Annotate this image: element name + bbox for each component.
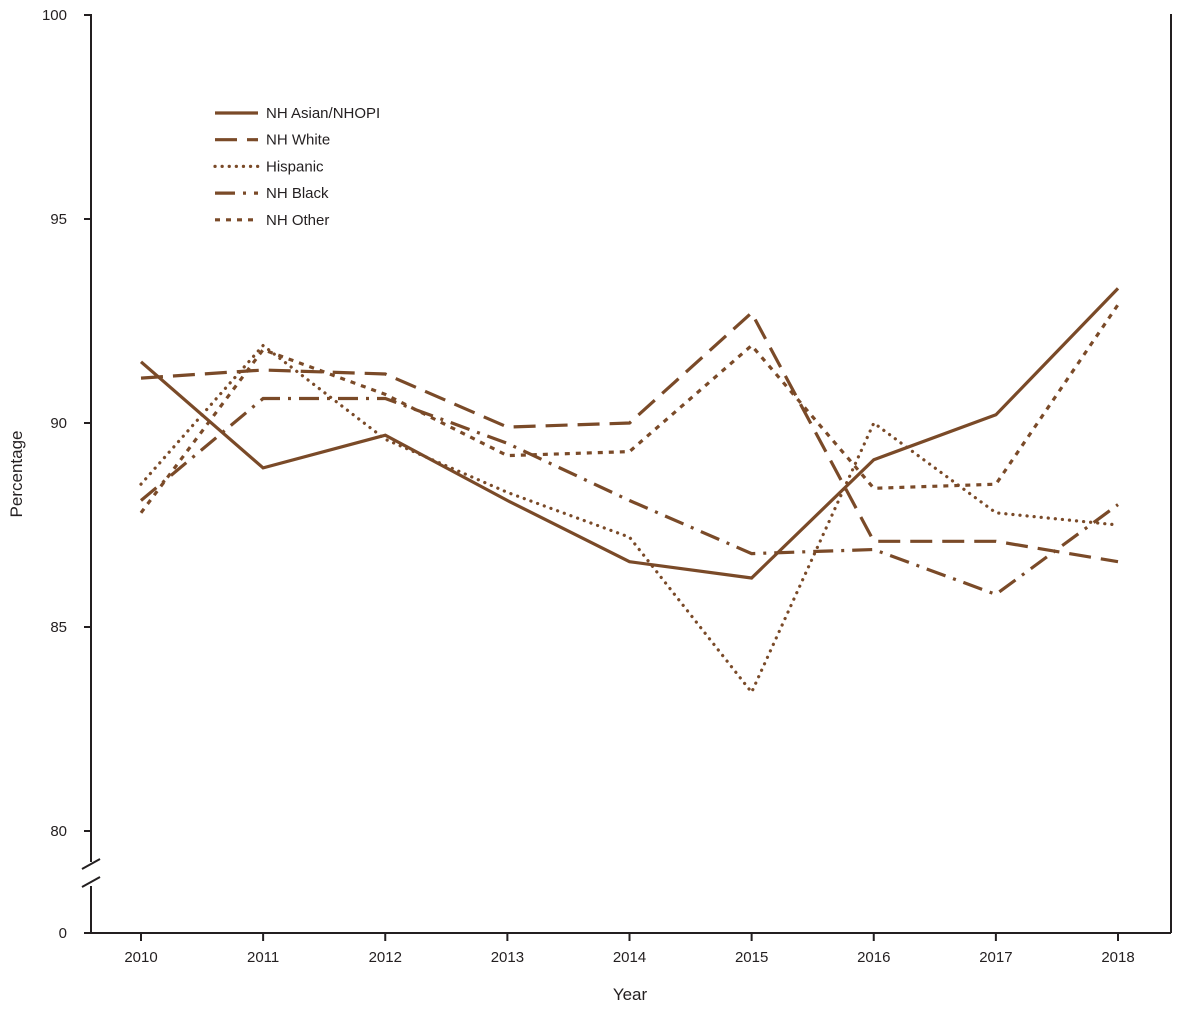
series-line-nh-other <box>139 303 1120 514</box>
y-tick-label: 95 <box>50 211 67 228</box>
series-line-nh-asian-nhopi <box>139 287 1120 580</box>
x-tick-label: 2012 <box>369 949 402 966</box>
legend: NH Asian/NHOPI NH White Hispanic NH Black NH… <box>213 105 380 229</box>
y-break-baseline-label: 0 <box>59 925 67 942</box>
x-axis-title: Year <box>613 985 648 1004</box>
y-axis-ticks: 80 85 90 95 100 <box>42 7 91 934</box>
legend-label: NH Black <box>266 185 329 202</box>
x-tick-label: 2011 <box>247 949 279 966</box>
y-tick-label: 80 <box>50 823 67 840</box>
x-tick-label: 2014 <box>613 949 646 966</box>
y-tick-label: 90 <box>50 415 67 432</box>
y-axis-break-marker <box>80 858 102 888</box>
x-tick-label: 2015 <box>735 949 768 966</box>
x-axis-ticks: 2010 2011 2012 2013 2014 2015 2016 2017 2018 <box>124 933 1135 966</box>
series-line-hispanic <box>139 343 1120 696</box>
legend-label: NH Other <box>266 212 329 229</box>
legend-label: NH White <box>266 132 330 149</box>
y-tick-label: 85 <box>50 619 67 636</box>
series-lines <box>139 287 1120 696</box>
legend-label: NH Asian/NHOPI <box>266 105 380 122</box>
y-tick-label: 100 <box>42 7 67 24</box>
x-tick-label: 2013 <box>491 949 524 966</box>
y-axis-title: Percentage <box>7 431 26 518</box>
x-tick-label: 2016 <box>857 949 890 966</box>
x-tick-label: 2010 <box>124 949 157 966</box>
x-tick-label: 2017 <box>979 949 1012 966</box>
legend-label: Hispanic <box>266 158 324 175</box>
x-tick-label: 2018 <box>1101 949 1134 966</box>
series-line-nh-black <box>139 396 1119 597</box>
series-line-nh-white <box>140 310 1119 564</box>
